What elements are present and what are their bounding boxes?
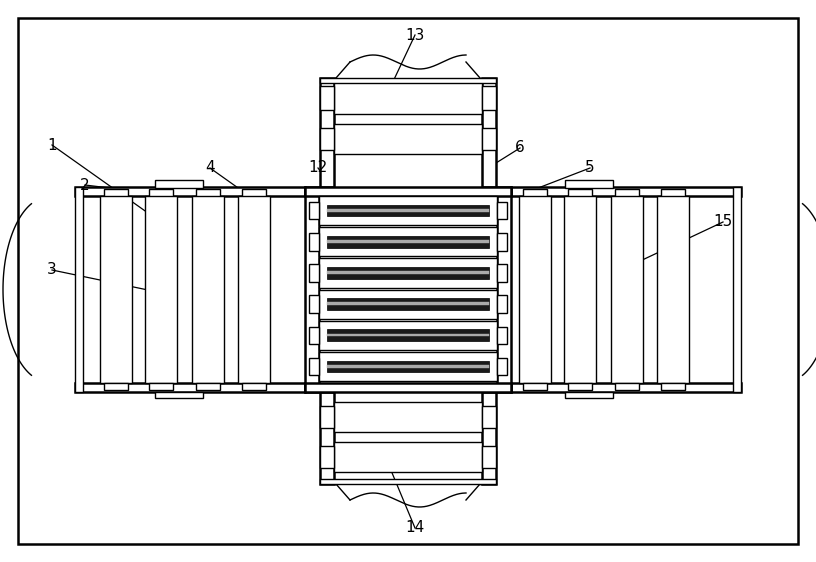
Bar (309, 327, 319, 344)
Bar (155, 180, 203, 188)
Bar (482, 392, 496, 484)
Bar (482, 86, 496, 110)
Bar (327, 209, 489, 212)
Bar (75, 187, 83, 392)
Text: 5: 5 (585, 161, 595, 175)
Bar (320, 86, 334, 110)
Bar (100, 196, 132, 383)
Bar (615, 189, 639, 197)
Bar (320, 406, 334, 428)
Bar (319, 259, 497, 288)
Bar (568, 189, 592, 197)
Bar (497, 357, 507, 375)
Bar (319, 227, 497, 256)
Text: 4: 4 (205, 161, 215, 175)
Bar (327, 236, 489, 248)
Text: 14: 14 (406, 520, 424, 536)
Bar (327, 361, 489, 372)
Bar (615, 383, 639, 390)
Bar (75, 383, 305, 392)
Bar (305, 187, 319, 392)
Bar (657, 196, 689, 383)
Bar (104, 383, 128, 390)
Bar (149, 189, 173, 197)
Bar (75, 187, 305, 196)
Bar (733, 187, 741, 392)
Bar (511, 383, 741, 392)
Bar (482, 78, 496, 187)
Bar (568, 383, 592, 390)
Bar (145, 196, 177, 383)
Bar (334, 82, 482, 114)
Bar (482, 128, 496, 150)
Bar (305, 383, 511, 392)
Bar (511, 187, 741, 196)
Text: 1: 1 (47, 138, 57, 152)
Bar (309, 357, 319, 375)
Bar (309, 296, 319, 313)
Bar (238, 196, 270, 383)
Bar (305, 187, 511, 196)
Bar (327, 365, 489, 368)
Bar (497, 187, 511, 392)
Bar (497, 327, 507, 344)
Bar (320, 446, 334, 468)
Bar (327, 298, 489, 310)
Bar (319, 321, 497, 350)
Bar (104, 189, 128, 197)
Bar (320, 78, 334, 187)
Bar (319, 352, 497, 381)
Bar (523, 189, 547, 197)
Bar (196, 189, 220, 197)
Bar (327, 302, 489, 305)
Bar (482, 406, 496, 428)
Bar (334, 124, 482, 154)
Bar (320, 392, 334, 484)
Bar (564, 196, 596, 383)
Bar (497, 233, 507, 251)
Bar (334, 442, 482, 472)
Bar (327, 240, 489, 243)
Bar (327, 329, 489, 341)
Bar (320, 479, 496, 484)
Bar (327, 205, 489, 216)
Text: 12: 12 (308, 161, 328, 175)
Bar (565, 180, 613, 188)
Bar (523, 383, 547, 390)
Text: 15: 15 (713, 215, 733, 229)
Text: 2: 2 (80, 178, 90, 193)
Bar (155, 392, 203, 398)
Text: 3: 3 (47, 262, 57, 278)
Text: 6: 6 (515, 140, 525, 156)
Text: 13: 13 (406, 28, 424, 43)
Bar (327, 271, 489, 274)
Bar (497, 202, 507, 219)
Bar (661, 189, 685, 197)
Bar (497, 296, 507, 313)
Bar (309, 233, 319, 251)
Bar (149, 383, 173, 390)
Bar (309, 264, 319, 282)
Bar (196, 383, 220, 390)
Bar (334, 402, 482, 432)
Bar (192, 196, 224, 383)
Bar (497, 264, 507, 282)
Bar (319, 196, 497, 225)
Bar (242, 189, 266, 197)
Bar (482, 446, 496, 468)
Bar (309, 202, 319, 219)
Bar (565, 392, 613, 398)
Bar (327, 333, 489, 337)
Bar (320, 78, 496, 83)
Bar (611, 196, 643, 383)
Bar (661, 383, 685, 390)
Bar (242, 383, 266, 390)
Bar (320, 128, 334, 150)
Bar (519, 196, 551, 383)
Bar (327, 267, 489, 279)
Bar (319, 289, 497, 319)
